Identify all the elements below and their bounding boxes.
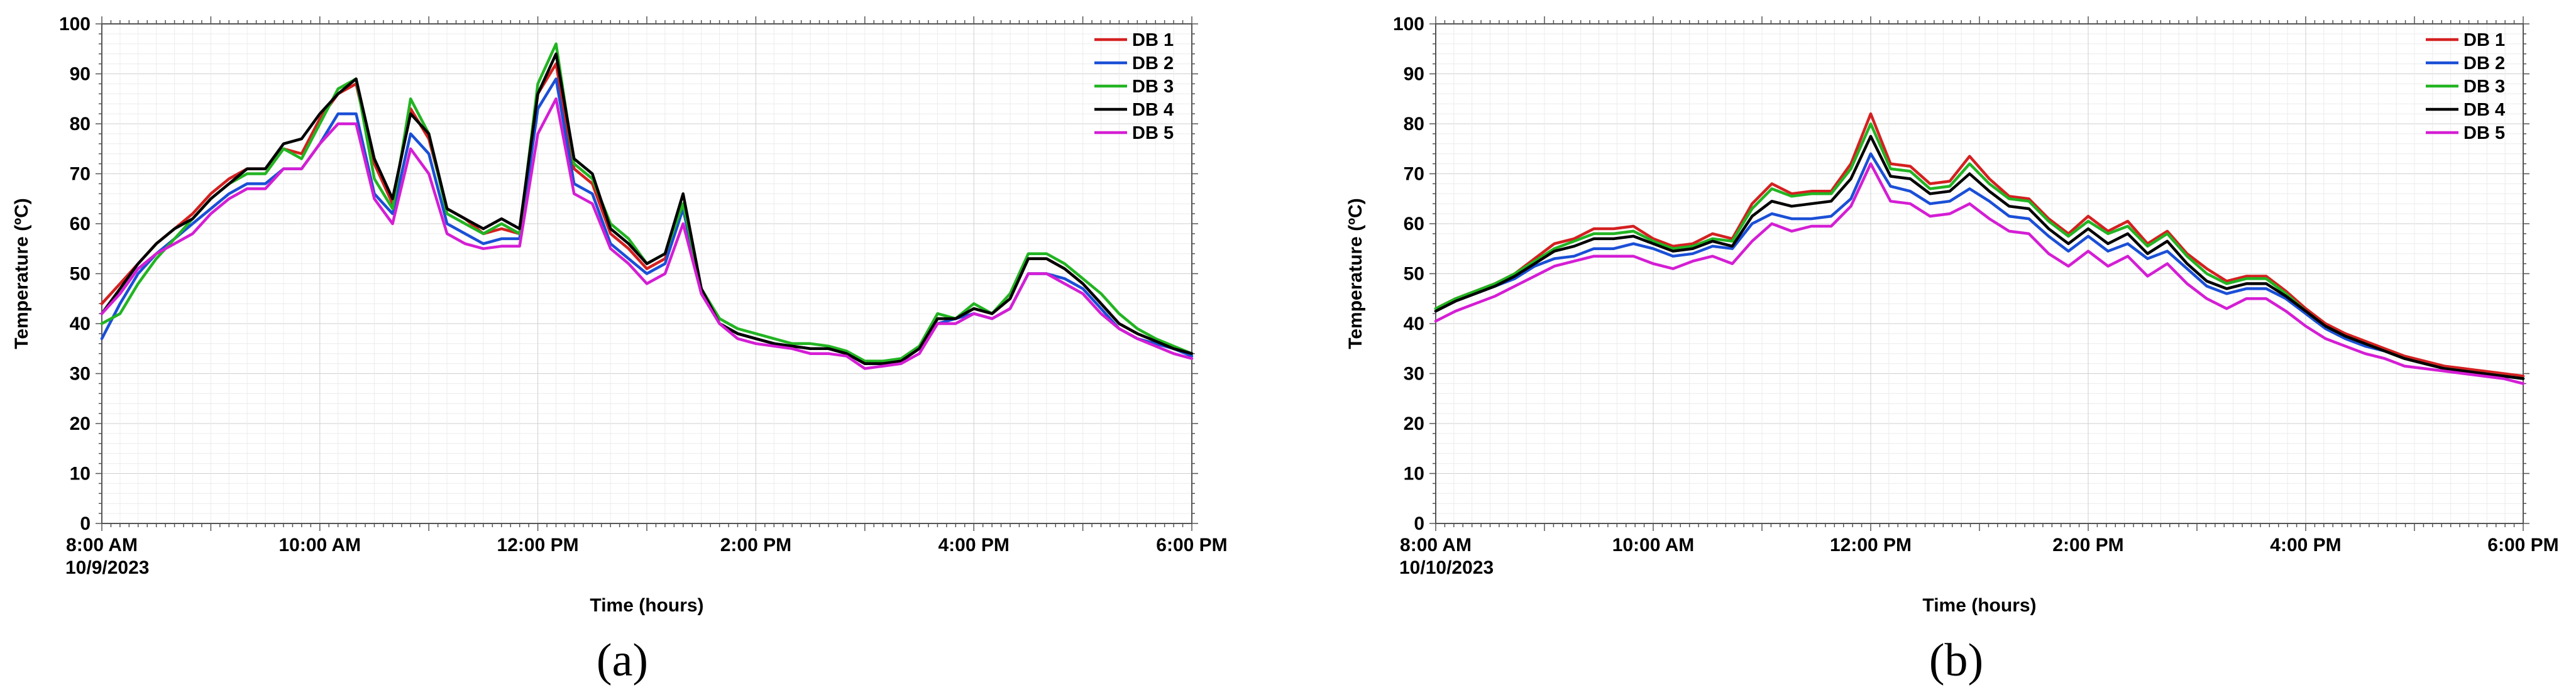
- y-axis-ticks: 0 10 20 30 40 50 60 70 80 90 100: [59, 14, 91, 534]
- grid: [1435, 23, 2524, 524]
- y-tick-label: 100: [1393, 14, 1424, 35]
- y-tick-label: 70: [1404, 164, 1424, 185]
- series-line-db-2: [1434, 152, 2525, 380]
- x-tick-label: 4:00 PM: [938, 535, 1010, 555]
- x-tick-label: 6:00 PM: [2487, 535, 2558, 555]
- y-tick-label: 30: [1404, 364, 1424, 385]
- series-layer: [1434, 112, 2525, 385]
- x-tick-label: 6:00 PM: [1156, 535, 1227, 555]
- x-tick-label: 8:00 AM: [1400, 535, 1472, 555]
- legend: DB 1 DB 2 DB 3 DB 4 DB 5: [1094, 30, 1174, 143]
- chart-panel-a: 0 10 20 30 40 50 60 70 80 90 100 10/9/2023 8:00 AM…: [11, 14, 1228, 686]
- y-tick-label: 70: [70, 164, 91, 185]
- legend-label-db-3: DB 3: [2463, 77, 2505, 97]
- y-tick-label: 0: [80, 513, 91, 534]
- y-tick-label: 90: [70, 64, 91, 85]
- x-axis-date-label: 10/10/2023: [1399, 557, 1494, 578]
- y-tick-label: 90: [1404, 64, 1424, 85]
- x-tick-label: 12:00 PM: [497, 535, 579, 555]
- y-tick-label: 100: [59, 14, 91, 35]
- legend-label-db-1: DB 1: [2463, 30, 2505, 50]
- y-axis-ticks: 0 10 20 30 40 50 60 70 80 90 100: [1393, 14, 1424, 534]
- legend-label-db-2: DB 2: [1132, 53, 1174, 74]
- panel-label-a: (a): [597, 635, 648, 686]
- y-tick-label: 20: [1404, 413, 1424, 434]
- panel-label-b: (b): [1929, 635, 1983, 686]
- y-tick-label: 80: [70, 114, 91, 134]
- y-tick-label: 10: [1404, 464, 1424, 484]
- y-tick-label: 0: [1414, 513, 1424, 534]
- series-layer: [100, 42, 1194, 370]
- y-tick-label: 60: [70, 214, 91, 234]
- series-line-db-4: [1434, 134, 2525, 380]
- y-tick-label: 50: [1404, 264, 1424, 285]
- x-tick-label: 2:00 PM: [2052, 535, 2123, 555]
- x-tick-label: 10:00 AM: [278, 535, 361, 555]
- x-tick-label: 8:00 AM: [66, 535, 138, 555]
- y-tick-label: 40: [70, 314, 91, 334]
- x-tick-label: 2:00 PM: [720, 535, 791, 555]
- x-axis-title: Time (hours): [590, 595, 703, 616]
- legend-label-db-3: DB 3: [1132, 77, 1174, 97]
- y-tick-label: 80: [1404, 114, 1424, 134]
- tick-marks: [1429, 16, 2529, 531]
- x-tick-label: 10:00 AM: [1612, 535, 1695, 555]
- series-line-db-1: [1434, 112, 2525, 378]
- series-line-db-5: [100, 97, 1194, 370]
- x-tick-label: 12:00 PM: [1830, 535, 1912, 555]
- grid: [101, 23, 1192, 524]
- legend-label-db-2: DB 2: [2463, 53, 2505, 74]
- legend-label-db-4: DB 4: [2463, 100, 2505, 120]
- y-tick-label: 20: [70, 413, 91, 434]
- series-line-db-4: [100, 52, 1194, 365]
- legend-label-db-1: DB 1: [1132, 30, 1174, 50]
- y-axis-title: Temperature (ºC): [11, 198, 32, 349]
- y-tick-label: 50: [70, 264, 91, 285]
- x-tick-label: 4:00 PM: [2270, 535, 2341, 555]
- y-tick-label: 40: [1404, 314, 1424, 334]
- legend: DB 1 DB 2 DB 3 DB 4 DB 5: [2426, 30, 2505, 143]
- series-line-db-5: [1434, 162, 2525, 385]
- y-tick-label: 60: [1404, 214, 1424, 234]
- x-axis-ticks: 10/9/2023 8:00 AM 10:00 AM 12:00 PM 2:00 PM…: [65, 535, 1228, 578]
- x-axis-title: Time (hours): [1922, 595, 2036, 616]
- legend-label-db-5: DB 5: [2463, 123, 2505, 143]
- chart-panel-b: 0 10 20 30 40 50 60 70 80 90 100 10/10/2023 8:00 A…: [1345, 14, 2559, 686]
- x-axis-date-label: 10/9/2023: [65, 557, 149, 578]
- tick-marks: [96, 16, 1198, 531]
- y-tick-label: 30: [70, 364, 91, 385]
- y-tick-label: 10: [70, 464, 91, 484]
- legend-label-db-4: DB 4: [1132, 100, 1174, 120]
- y-axis-title: Temperature (ºC): [1345, 198, 1366, 349]
- x-axis-ticks: 10/10/2023 8:00 AM 10:00 AM 12:00 PM 2:00 P…: [1399, 535, 2559, 578]
- legend-label-db-5: DB 5: [1132, 123, 1174, 143]
